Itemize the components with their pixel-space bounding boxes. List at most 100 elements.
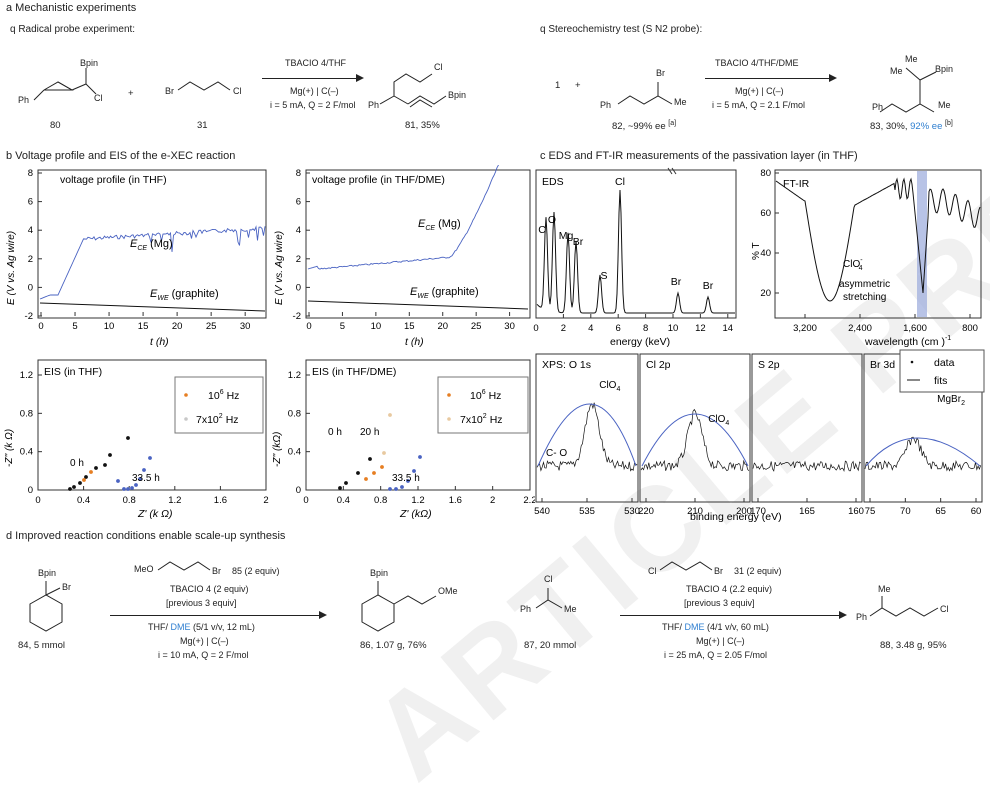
xtick-label: 0 <box>306 321 311 332</box>
eds-peak-label: Mg <box>559 230 574 242</box>
ytick-label: -2 <box>25 311 33 322</box>
eis1-legend-2: 7x102 Hz <box>196 413 239 426</box>
xps-xlabel: binding energy (eV) <box>690 511 782 523</box>
ftir-title: FT-IR <box>783 178 810 190</box>
xtick-label: 0.4 <box>337 495 350 506</box>
eis-point <box>388 487 392 491</box>
ftir-frame <box>774 169 982 319</box>
c80-bpin: Bpin <box>80 58 99 68</box>
eis-point <box>89 470 93 474</box>
xps-panel-title: Cl 2p <box>646 359 671 371</box>
r2-salt: TBACIO 4 (2.2 equiv) <box>686 584 773 594</box>
xtick-label: 30 <box>504 321 515 332</box>
cond-current-left: i = 5 mA, Q = 2 F/mol <box>270 100 356 110</box>
xps-annotation: MgBr2 <box>937 394 965 407</box>
compound-31-structure <box>177 81 231 91</box>
c82-br: Br <box>656 68 665 78</box>
c88-ph: Ph <box>856 612 868 622</box>
xps-panel-frame <box>751 353 863 503</box>
vp2-ewe-label: EWE (graphite) <box>410 286 479 300</box>
c81-label: 81, 35% <box>405 120 440 131</box>
xps-panel-frame <box>639 353 751 503</box>
c81-ph: Ph <box>368 100 380 110</box>
eds-axis-break-2 <box>671 167 677 175</box>
xtick-label: 2 <box>263 495 268 506</box>
c80-ph: Ph <box>18 95 30 105</box>
eds-peak-label: O <box>548 214 556 226</box>
xps-panel-title: Br 3d <box>870 359 895 371</box>
xtick-label: 0.8 <box>123 495 136 506</box>
c83-ph: Ph <box>872 102 884 112</box>
ytick-label: 20 <box>760 288 771 299</box>
xtick-label: 0 <box>35 495 40 506</box>
c82-label: 82, ~99% ee [a] <box>612 120 677 133</box>
c83-me3: Me <box>938 100 951 110</box>
r1-salt: TBACIO 4 (2 equiv) <box>170 584 249 594</box>
c84-br: Br <box>62 582 71 592</box>
eds-peak-label: S <box>600 270 607 282</box>
reaction-arrow-a-left <box>262 74 364 82</box>
eds-title: EDS <box>542 176 564 188</box>
xtick-label: 25 <box>471 321 482 332</box>
compound-88-chain <box>869 607 939 617</box>
eis2-xlabel: Z' (kΩ) <box>399 508 432 520</box>
eds-xlabel: energy (keV) <box>610 336 670 348</box>
eis-point <box>388 413 392 417</box>
eis-point <box>68 487 72 491</box>
c81-cl: Cl <box>434 62 443 72</box>
xtick-label: 535 <box>579 506 595 517</box>
ftir-chart: 80 60 40 20 3,200 2,400 1,600 800 FT-IR ClO-4 a… <box>751 168 982 348</box>
c87-ph: Ph <box>520 604 532 614</box>
c84-br-bond <box>45 587 61 596</box>
compound-83-structure <box>879 67 937 113</box>
eis1-frame <box>37 359 267 491</box>
eis1-0h: 0 h <box>70 458 84 469</box>
reaction-arrow-a-right <box>705 74 837 82</box>
xtick-label: 165 <box>799 506 815 517</box>
eds-peak-label: C <box>538 224 546 236</box>
vp1-ece-trace <box>39 225 266 300</box>
xps-legend <box>899 349 985 393</box>
xtick-label: 15 <box>404 321 415 332</box>
eis-point <box>380 465 384 469</box>
eis-point <box>122 487 126 491</box>
eis2-legend-dot-2 <box>447 417 451 421</box>
ytick-label: 4 <box>28 225 33 236</box>
r1-electrode: Mg(+) | C(–) <box>180 636 229 646</box>
ftir-ann-clo4: ClO-4 <box>843 257 863 272</box>
ytick-label: 40 <box>760 248 771 259</box>
eis2-33h: 33.5 h <box>392 473 420 484</box>
xps-panel-title: XPS: O 1s <box>542 359 591 371</box>
c80-cl: Cl <box>94 93 103 103</box>
r1-current: i = 10 mA, Q = 2 F/mol <box>158 650 249 660</box>
plus-sign: + <box>128 88 134 99</box>
section-b-heading: b Voltage profile and EIS of the e-XEC r… <box>6 150 236 162</box>
xps-annotation: ClO4 <box>708 414 729 427</box>
r31-cl: Cl <box>648 566 657 576</box>
xtick-label: 0.4 <box>77 495 90 506</box>
ftir-trace <box>775 177 981 302</box>
eis2-title: EIS (in THF/DME) <box>312 366 396 378</box>
eis-thf-chart: 1.2 0.8 0.4 00 0.4 0.8 1.2 1.6 2 EIS (in THF) 10… <box>4 359 269 520</box>
c31-br: Br <box>165 86 174 96</box>
eis2-legend-2: 7x102 Hz <box>460 413 503 426</box>
eis2-ylabel: -Z'' (kΩ) <box>272 432 283 467</box>
eis-point <box>372 471 376 475</box>
ftir-ann-stretch: stretching <box>843 292 886 303</box>
eds-peak-label: Br <box>573 236 584 248</box>
xtick-label: 800 <box>962 323 978 334</box>
c83-label: 83, 30%, 92% ee [b] <box>870 120 953 133</box>
reaction-arrow-d2 <box>620 611 847 619</box>
eis2-0h: 0 h <box>328 427 342 438</box>
eis-point <box>382 451 386 455</box>
c88-label: 88, 3.48 g, 95% <box>880 640 947 651</box>
eis1-legend-dot-2 <box>184 417 188 421</box>
c31-cl: Cl <box>233 86 242 96</box>
xps-panel-title: S 2p <box>758 359 780 371</box>
ytick-label: 6 <box>296 197 301 208</box>
eis-point <box>103 463 107 467</box>
c86-ome: OMe <box>438 586 458 596</box>
ytick-label: 0 <box>296 282 301 293</box>
xtick-label: 1.6 <box>449 495 462 506</box>
